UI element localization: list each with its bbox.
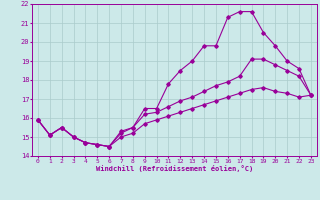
- X-axis label: Windchill (Refroidissement éolien,°C): Windchill (Refroidissement éolien,°C): [96, 165, 253, 172]
